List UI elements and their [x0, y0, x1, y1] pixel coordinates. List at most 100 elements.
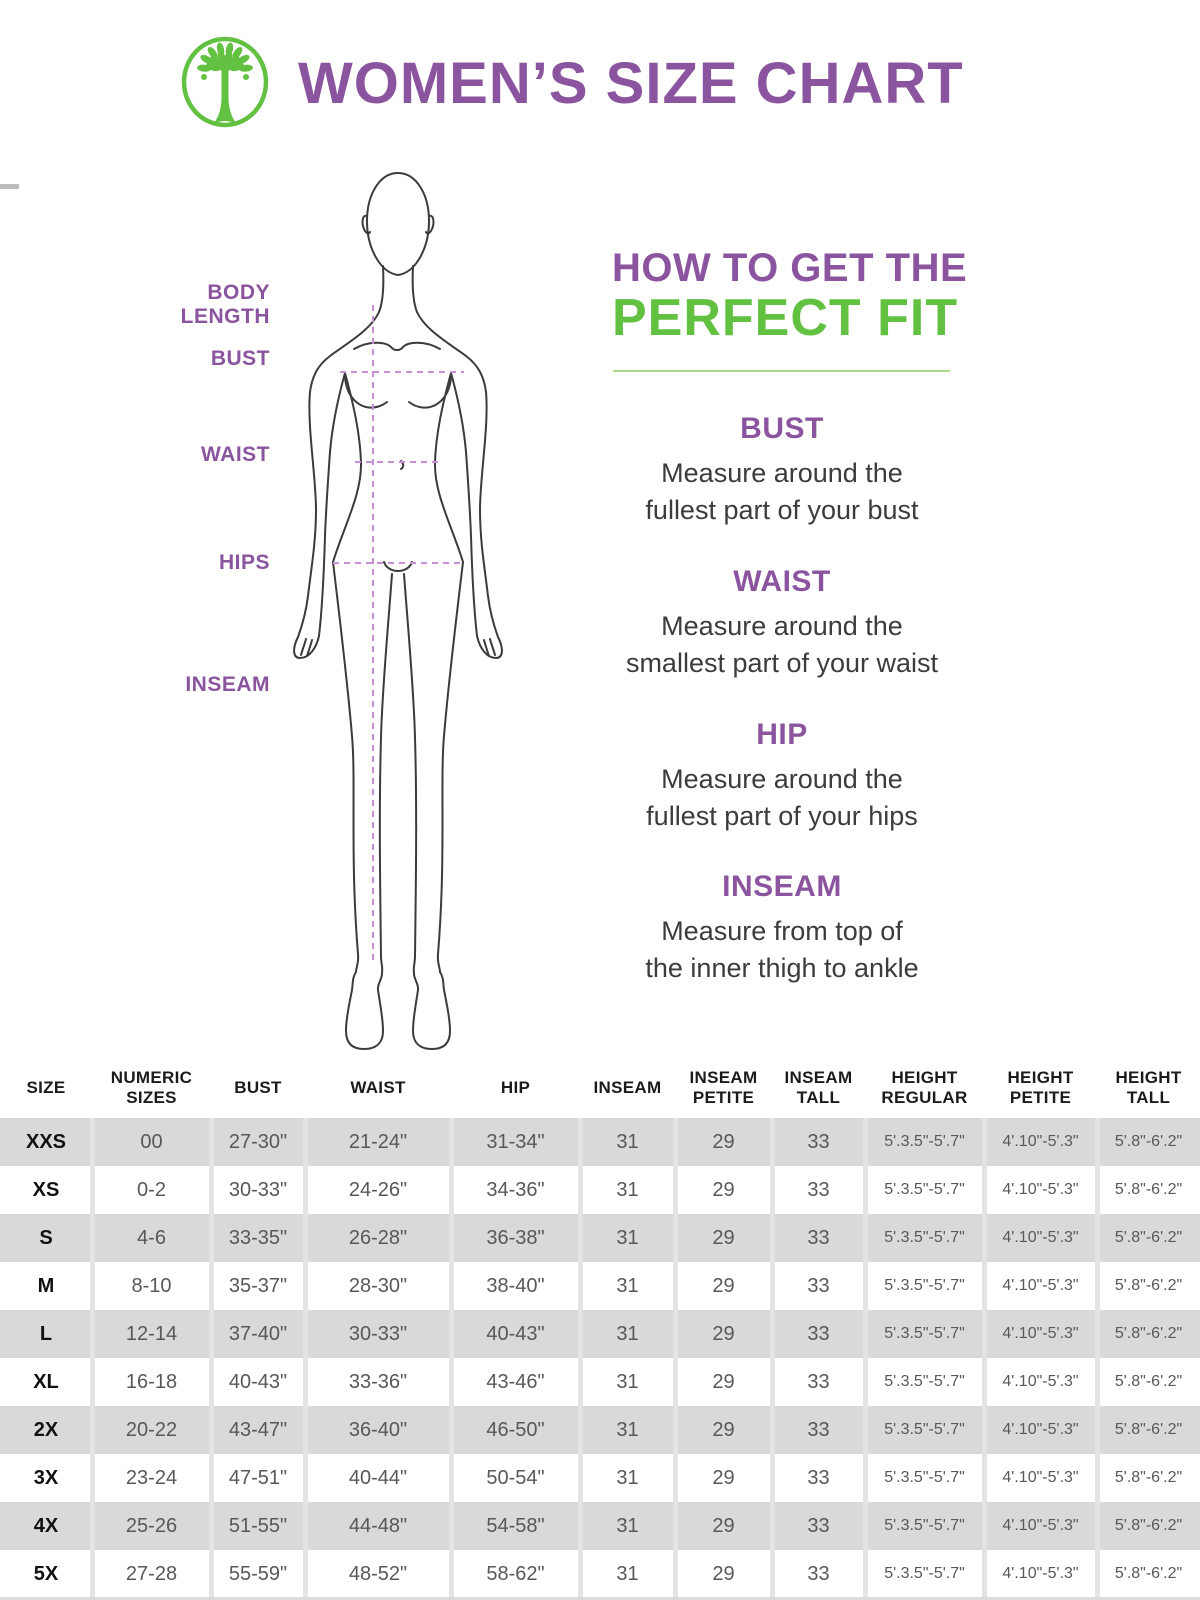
table-cell: 31: [580, 1214, 675, 1262]
table-row: 3X 23-24 47-51" 40-44" 50-54" 31 29 33 5'.3.5"-5…: [0, 1454, 1200, 1502]
table-cell: 12-14: [92, 1310, 211, 1358]
fit-guide-heading-line1: HOW TO GET THE: [612, 246, 968, 290]
table-cell: 29: [712, 1370, 735, 1393]
table-header-row: SIZE NUMERIC SIZES BUST WAIST HIP INSEAM INSEA…: [0, 1058, 1200, 1118]
table-cell: 5'.8"-6'.2": [1114, 1181, 1183, 1198]
table-cell: XL: [33, 1370, 59, 1393]
table-cell: 29: [712, 1274, 735, 1297]
table-cell: 31: [580, 1502, 675, 1550]
table-cell: 30-33": [305, 1310, 451, 1358]
measurement-label-waist: WAIST: [201, 443, 270, 466]
table-cell: 43-46": [486, 1370, 545, 1393]
column-header: HEIGHT PETITE: [1007, 1068, 1074, 1107]
table-cell: 3X: [33, 1466, 59, 1489]
table-bottom-strip: [0, 1597, 1200, 1600]
table-cell: 31-34": [451, 1118, 580, 1166]
table-cell: 5'.8"-6'.2": [1114, 1277, 1183, 1294]
table-cell: 21-24": [305, 1118, 451, 1166]
table-cell: 5'.8"-6'.2": [1114, 1565, 1183, 1582]
table-cell: 29: [712, 1466, 735, 1489]
column-divider: [1095, 1118, 1100, 1600]
table-cell: 5'.3.5"-5'.7": [865, 1406, 984, 1454]
table-cell: 23-24: [125, 1466, 178, 1489]
table-cell: 4'.10"-5'.3": [1002, 1373, 1079, 1390]
table-cell: 4'.10"-5'.3": [1002, 1277, 1079, 1294]
table-cell: 31: [580, 1406, 675, 1454]
table-cell: 30-33": [228, 1178, 288, 1201]
table-cell: 58-62": [486, 1562, 545, 1585]
table-cell: 33: [772, 1406, 865, 1454]
table-cell: 29: [675, 1310, 772, 1358]
section-description: Measure around the fullest part of your …: [646, 764, 918, 831]
table-cell: M: [37, 1274, 55, 1297]
table-cell: 4'.10"-5'.3": [1002, 1565, 1079, 1582]
table-cell: 33: [807, 1370, 830, 1393]
table-cell: 33-35": [211, 1214, 305, 1262]
section-title: BUST: [740, 412, 824, 445]
table-cell: 50-54": [486, 1466, 545, 1489]
table-cell: 38-40": [486, 1274, 545, 1297]
table-cell: 44-48": [305, 1502, 451, 1550]
table-row: L 12-14 37-40" 30-33" 40-43" 31 29 33 5'.3.5"-5'…: [0, 1310, 1200, 1358]
table-row: XS 0-2 30-33" 24-26" 34-36" 31 29 33 5'.3.5"-5'.…: [0, 1166, 1200, 1214]
table-cell: 5'.3.5"-5'.7": [865, 1214, 984, 1262]
table-cell: 29: [675, 1502, 772, 1550]
table-cell: 27-28: [125, 1562, 178, 1585]
column-header: HEIGHT REGULAR: [881, 1068, 968, 1107]
table-cell: 29: [675, 1118, 772, 1166]
table-cell: 5X: [33, 1562, 59, 1585]
page-title: WOMEN’S SIZE CHART: [298, 51, 964, 116]
table-cell: 27-30": [211, 1118, 305, 1166]
column-header: INSEAM PETITE: [689, 1068, 758, 1107]
table-cell: 34-36": [486, 1178, 545, 1201]
section-description: Measure from top of the inner thigh to a…: [645, 916, 919, 983]
table-cell: 35-37": [228, 1274, 288, 1297]
table-cell: 33: [807, 1562, 830, 1585]
measurement-label-bust: BUST: [210, 347, 270, 370]
section-title: WAIST: [733, 565, 831, 598]
table-cell: 8-10: [131, 1274, 172, 1297]
table-cell: 5'.3.5"-5'.7": [865, 1118, 984, 1166]
table-cell: 5'.3.5"-5'.7": [884, 1277, 965, 1294]
table-cell: 33: [772, 1214, 865, 1262]
column-header: WAIST: [350, 1078, 406, 1097]
table-cell: 2X: [0, 1406, 92, 1454]
measurement-label-hips: HIPS: [218, 551, 270, 574]
column-divider: [449, 1118, 454, 1600]
section-description: Measure around the fullest part of your …: [645, 458, 919, 525]
column-divider: [209, 1118, 214, 1600]
table-cell: 46-50": [451, 1406, 580, 1454]
page-edge-mark: [0, 184, 19, 189]
table-body: XXS 00 27-30" 21-24" 31-34" 31 29 33 5'.3.5"-5'.…: [0, 1118, 1200, 1598]
table-cell: L: [0, 1310, 92, 1358]
measurement-label-body-length: BODY LENGTH: [180, 281, 270, 328]
tree-logo-icon: [181, 36, 269, 128]
table-cell: 33: [772, 1502, 865, 1550]
fit-guide-heading-line2: PERFECT FIT: [612, 289, 959, 347]
table-cell: 33: [807, 1466, 830, 1489]
column-header: INSEAM TALL: [784, 1068, 853, 1107]
column-header: HEIGHT TALL: [1115, 1068, 1182, 1107]
table-cell: XXS: [0, 1118, 92, 1166]
table-cell: 4-6: [92, 1214, 211, 1262]
table-cell: 51-55": [211, 1502, 305, 1550]
table-cell: 33-36": [348, 1370, 408, 1393]
table-cell: 40-43": [228, 1370, 288, 1393]
table-row: XXS 00 27-30" 21-24" 31-34" 31 29 33 5'.3.5"-5'.…: [0, 1118, 1200, 1166]
table-cell: 4'.10"-5'.3": [984, 1214, 1097, 1262]
table-cell: 5'.8"-6'.2": [1097, 1118, 1200, 1166]
fit-guide-divider: [613, 370, 950, 372]
column-divider: [673, 1118, 678, 1600]
table-cell: 5'.3.5"-5'.7": [884, 1565, 965, 1582]
table-cell: 40-43": [451, 1310, 580, 1358]
table-cell: XS: [32, 1178, 60, 1201]
table-cell: 25-26: [92, 1502, 211, 1550]
table-cell: 16-18: [125, 1370, 178, 1393]
table-cell: 5'.3.5"-5'.7": [865, 1310, 984, 1358]
table-cell: 31: [616, 1466, 639, 1489]
table-cell: 4'.10"-5'.3": [984, 1502, 1097, 1550]
table-cell: 33: [772, 1310, 865, 1358]
table-cell: 5'.8"-6'.2": [1097, 1406, 1200, 1454]
table-cell: 4'.10"-5'.3": [1002, 1469, 1079, 1486]
table-row: M 8-10 35-37" 28-30" 38-40" 31 29 33 5'.3.5"-5'.…: [0, 1262, 1200, 1310]
